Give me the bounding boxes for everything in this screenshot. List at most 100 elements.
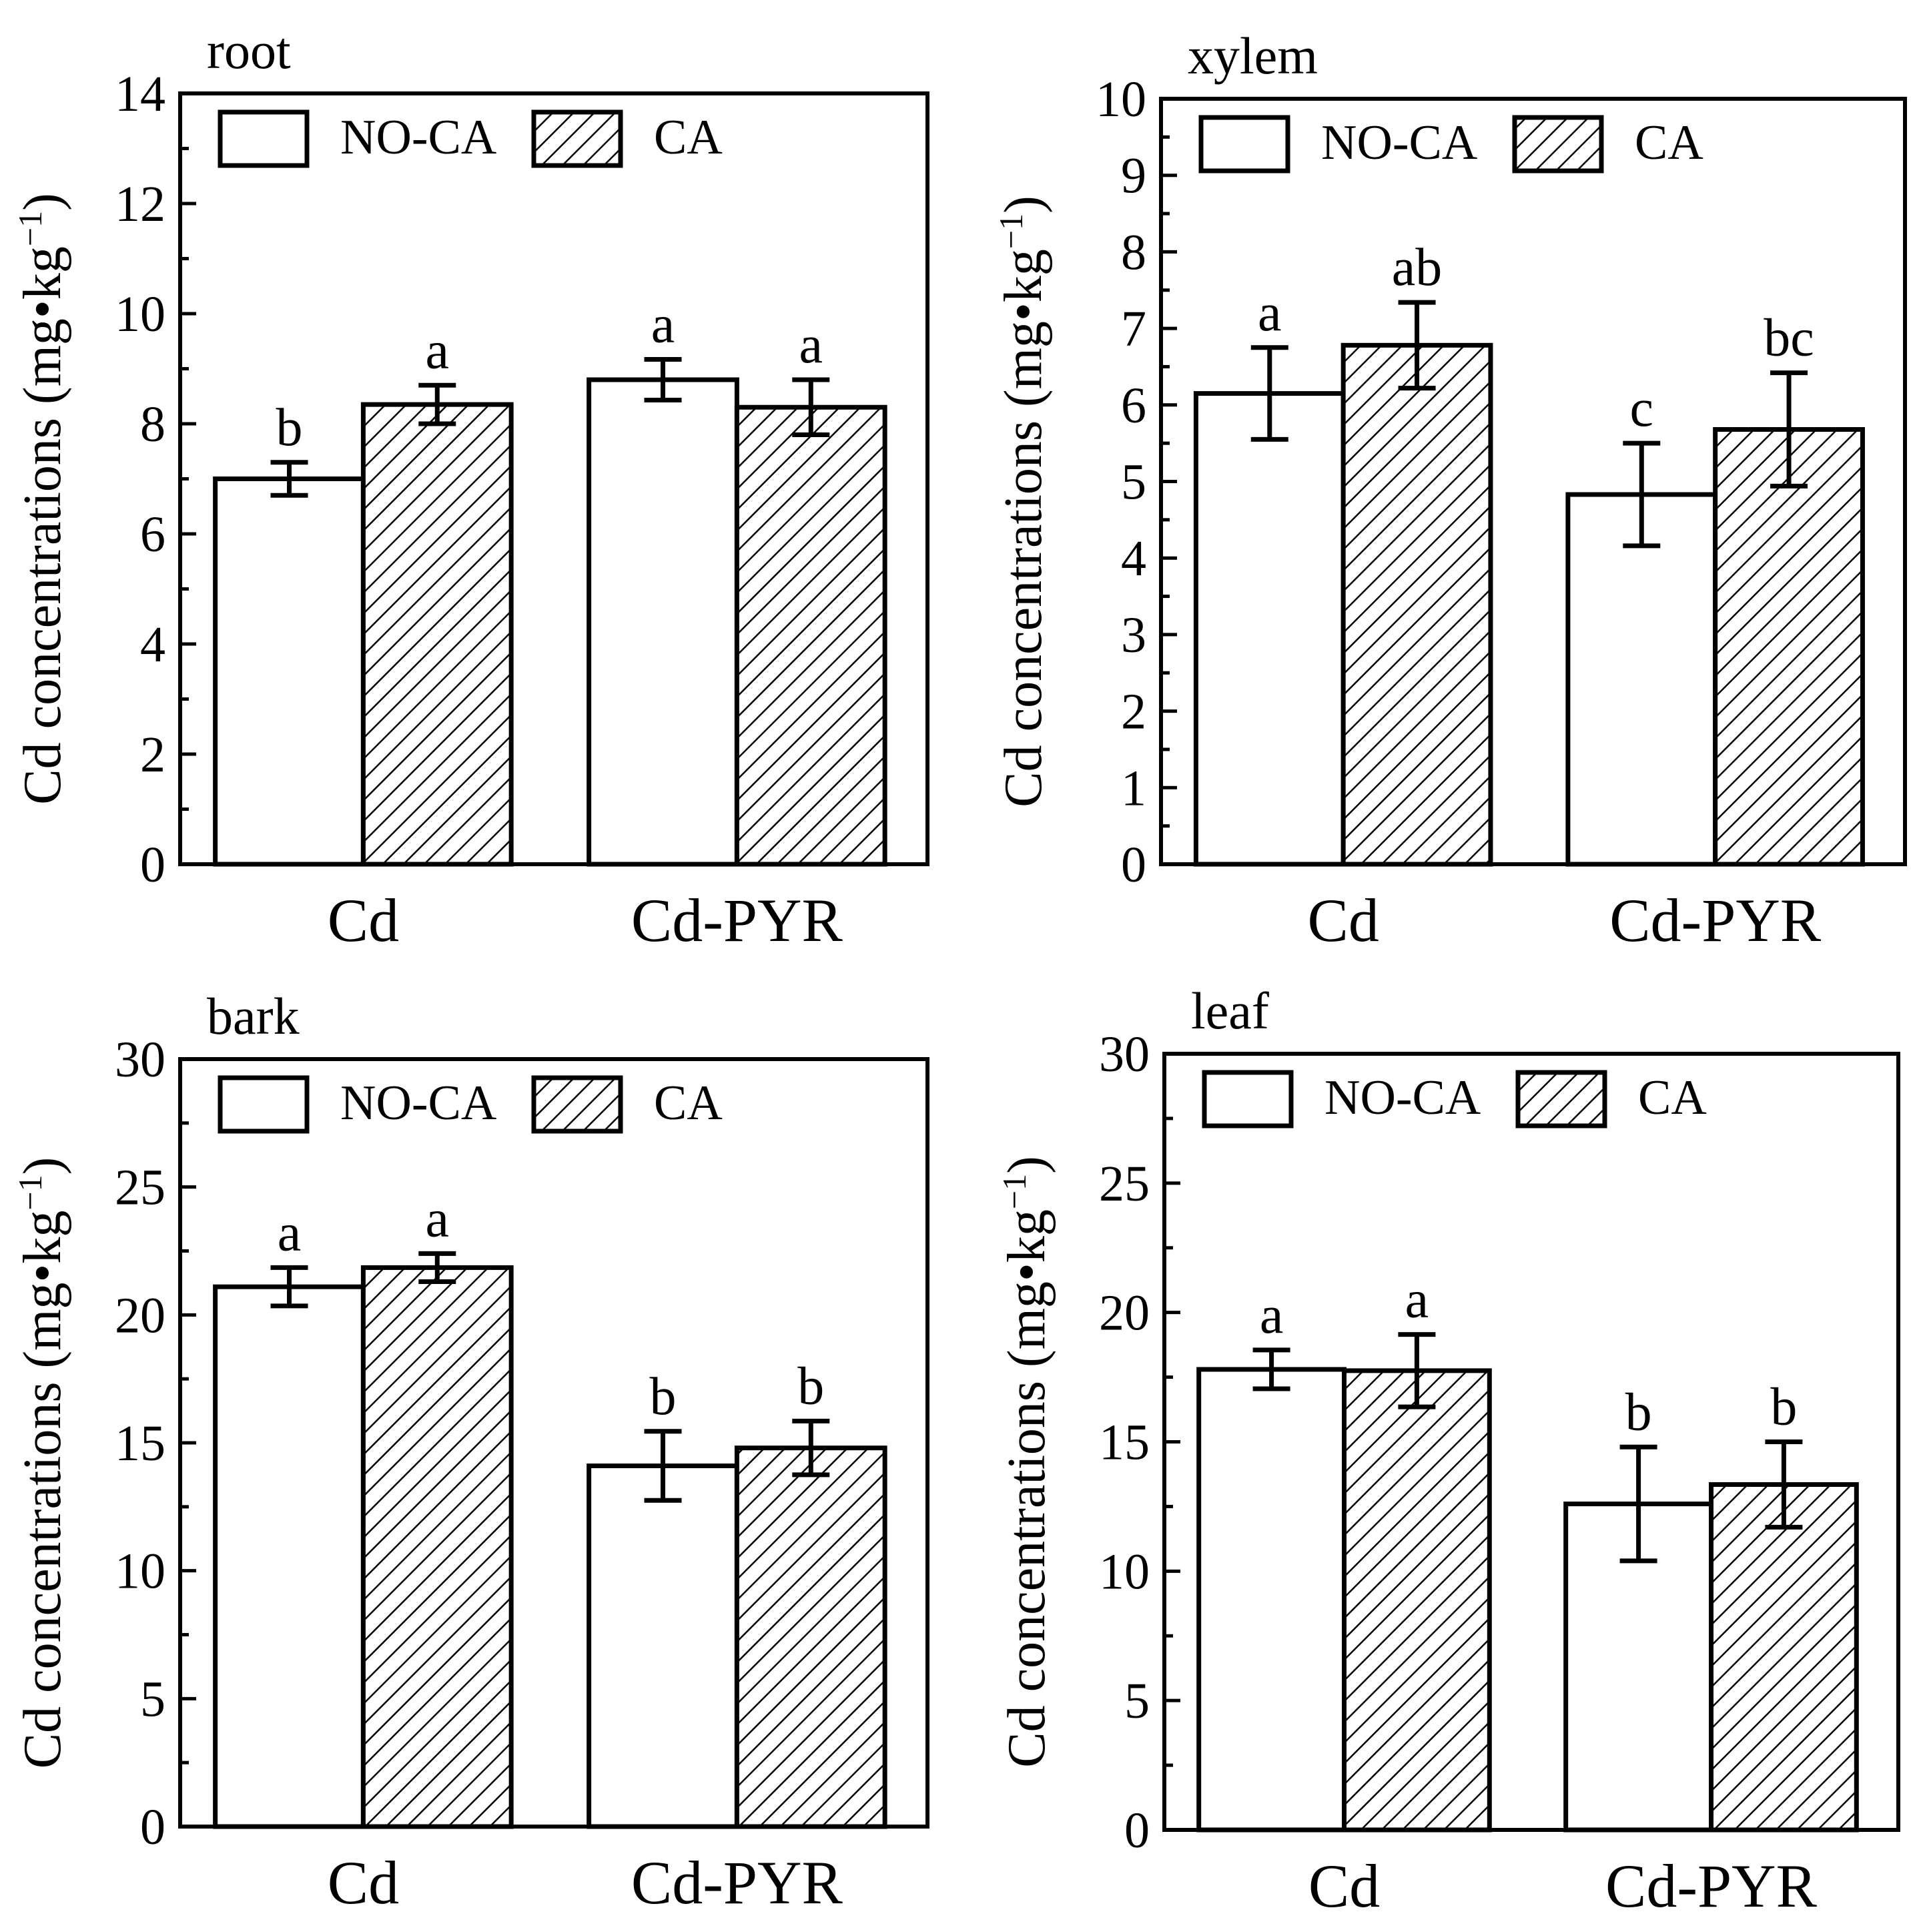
x-tick-label: Cd-PYR <box>631 1849 843 1917</box>
significance-letter: ab <box>1392 238 1443 297</box>
significance-letter: a <box>799 316 823 374</box>
bar-no-ca-cd <box>213 476 366 867</box>
legend-swatch-no-ca <box>218 1075 310 1134</box>
legend: NO-CA CA <box>218 109 723 168</box>
bar-no-ca-cd-pyr <box>587 377 739 867</box>
y-tick-label: 8 <box>1121 224 1146 280</box>
significance-letter: a <box>1258 284 1282 342</box>
x-tick-label: Cd <box>1307 886 1379 954</box>
y-tick-label: 0 <box>1121 837 1146 893</box>
y-axis-label: Cd concentrations (mg•kg−1) <box>11 1157 72 1769</box>
x-tick-label: Cd-PYR <box>631 886 843 954</box>
y-tick-label: 6 <box>1121 378 1146 434</box>
significance-letter: bc <box>1764 309 1814 368</box>
y-tick-label: 12 <box>115 176 165 232</box>
y-tick-label: 20 <box>115 1287 165 1343</box>
chart-panel-root: root b a Cd a a Cd-PYR 0 2 4 6 8 10 12 14 Cd concentrat… <box>11 21 929 954</box>
y-tick-label: 7 <box>1121 301 1146 357</box>
legend: NO-CA CA <box>1202 1070 1707 1129</box>
bar-ca-cd <box>360 402 514 867</box>
y-axis-label: Cd concentrations (mg•kg−1) <box>996 1156 1056 1768</box>
bar-ca-cd-pyr <box>734 1445 887 1829</box>
chart-panel-xylem: xylem a ab Cd c bc Cd-PYR 0 1 2 3 4 5 6 7 8 9 10 Cd concen… <box>992 27 1907 954</box>
legend-swatch-ca <box>531 109 623 168</box>
x-tick-label: Cd-PYR <box>1605 1852 1818 1920</box>
x-tick-label: Cd-PYR <box>1609 886 1822 954</box>
y-tick-label: 5 <box>1121 454 1146 511</box>
y-axis-label: Cd concentrations (mg•kg−1) <box>992 196 1053 808</box>
significance-letter: a <box>278 1203 302 1262</box>
bar-ca-cd-pyr <box>1709 1482 1859 1833</box>
significance-letter: b <box>1625 1383 1652 1441</box>
legend-swatch-ca <box>531 1075 623 1134</box>
y-tick-label: 10 <box>1096 71 1146 127</box>
y-tick-label: 5 <box>140 1671 165 1727</box>
significance-letter: b <box>276 398 303 457</box>
y-tick-label: 6 <box>140 507 165 563</box>
bar-ca-cd-pyr <box>1713 427 1865 867</box>
panel-title: leaf <box>1191 982 1269 1040</box>
y-tick-label: 2 <box>140 727 165 783</box>
legend-label-ca: CA <box>1638 1070 1707 1125</box>
legend-label-ca: CA <box>654 1076 723 1131</box>
y-tick-label: 4 <box>1121 531 1146 587</box>
x-tick-label: Cd <box>1308 1852 1380 1920</box>
y-tick-label: 14 <box>115 66 165 122</box>
y-tick-label: 9 <box>1121 148 1146 204</box>
y-tick-label: 2 <box>1121 684 1146 740</box>
chart-panel-bark: bark a a Cd b b Cd-PYR 0 5 10 15 20 25 30 Cd concentra… <box>11 987 929 1917</box>
panel-title: xylem <box>1188 27 1318 85</box>
bar-no-ca-cd <box>213 1284 366 1829</box>
y-tick-label: 0 <box>1124 1803 1150 1859</box>
bar-no-ca-cd-pyr <box>587 1464 739 1829</box>
y-tick-label: 10 <box>115 286 165 342</box>
legend-swatch-ca <box>1512 115 1604 174</box>
bar-no-ca-cd <box>1196 1367 1347 1833</box>
y-axis-label: Cd concentrations (mg•kg−1) <box>11 193 72 805</box>
significance-letter: b <box>1770 1378 1797 1437</box>
significance-letter: a <box>1260 1286 1284 1345</box>
legend-swatch-ca <box>1515 1070 1607 1129</box>
bar-ca-cd <box>1340 342 1493 867</box>
significance-letter: a <box>651 295 675 354</box>
legend: NO-CA CA <box>218 1075 723 1134</box>
legend-label-no-ca: NO-CA <box>1321 115 1477 170</box>
y-tick-label: 30 <box>1099 1026 1150 1082</box>
legend-label-ca: CA <box>1635 115 1703 170</box>
bar-no-ca-cd-pyr <box>1565 492 1718 867</box>
legend-swatch-no-ca <box>218 109 310 168</box>
y-tick-label: 30 <box>115 1032 165 1088</box>
y-tick-label: 15 <box>1099 1415 1150 1471</box>
y-tick-label: 20 <box>1099 1285 1150 1341</box>
legend-label-no-ca: NO-CA <box>340 110 496 165</box>
significance-letter: a <box>426 1189 450 1248</box>
y-tick-label: 3 <box>1121 607 1146 663</box>
significance-letter: a <box>1405 1271 1429 1329</box>
y-tick-label: 4 <box>140 617 165 673</box>
y-tick-label: 15 <box>115 1415 165 1472</box>
y-tick-label: 5 <box>1124 1673 1150 1729</box>
y-tick-label: 10 <box>1099 1544 1150 1600</box>
significance-letter: b <box>797 1357 824 1415</box>
x-tick-label: Cd <box>328 886 399 954</box>
legend-label-no-ca: NO-CA <box>340 1076 496 1131</box>
legend: NO-CA CA <box>1198 115 1703 174</box>
legend-swatch-no-ca <box>1202 1070 1294 1129</box>
y-tick-label: 1 <box>1121 760 1146 816</box>
bar-no-ca-cd <box>1193 391 1346 867</box>
chart-panel-leaf: leaf a a Cd b b Cd-PYR 0 5 10 15 20 25 30 Cd concentra… <box>996 982 1900 1920</box>
legend-label-ca: CA <box>654 110 723 165</box>
y-tick-label: 25 <box>115 1160 165 1216</box>
bar-ca-cd <box>360 1265 514 1829</box>
significance-letter: b <box>650 1367 677 1426</box>
x-tick-label: Cd <box>328 1849 399 1917</box>
y-tick-label: 10 <box>115 1544 165 1600</box>
panel-title: root <box>207 21 291 79</box>
y-tick-label: 0 <box>140 837 165 893</box>
panel-title: bark <box>207 987 300 1045</box>
bar-ca-cd <box>1342 1368 1492 1833</box>
legend-label-no-ca: NO-CA <box>1324 1070 1481 1125</box>
y-tick-label: 8 <box>140 396 165 452</box>
y-tick-label: 25 <box>1099 1156 1150 1212</box>
